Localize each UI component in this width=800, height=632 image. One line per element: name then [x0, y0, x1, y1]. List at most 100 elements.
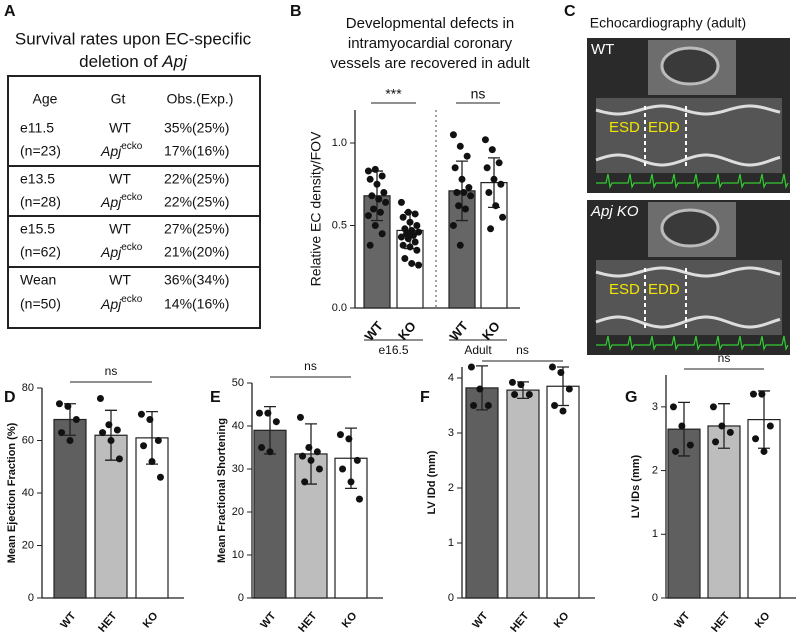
data-point — [718, 422, 726, 430]
x-tick-label: WT — [58, 610, 78, 631]
data-point — [415, 228, 423, 236]
ecg — [596, 173, 789, 189]
data-point — [481, 136, 489, 144]
charts: 0.0 0.5 1.0 Relative EC density/FOV WT KO WT KO… — [6, 15, 796, 632]
bar — [465, 387, 499, 599]
chart-title: intramyocardial coronary — [348, 35, 513, 52]
data-point — [339, 465, 347, 473]
data-point — [115, 455, 123, 463]
data-point — [375, 195, 383, 203]
data-point — [686, 441, 694, 449]
age: Wean — [20, 272, 56, 288]
panel-label: E — [210, 389, 221, 406]
y-tick-label: 40 — [22, 487, 34, 499]
sig-label: ns — [105, 364, 118, 378]
data-point — [404, 235, 412, 243]
data-point — [96, 395, 104, 402]
data-point — [382, 198, 390, 206]
data-point — [107, 437, 115, 444]
data-point — [465, 184, 473, 192]
data-point — [368, 192, 376, 200]
data-point — [99, 429, 107, 437]
data-point — [548, 363, 556, 371]
data-point — [559, 407, 567, 415]
y-tick-label: 40 — [232, 420, 244, 432]
data-point — [264, 409, 272, 417]
echo-wall — [595, 153, 781, 167]
data-point — [678, 422, 686, 430]
sig-label: ns — [304, 359, 317, 373]
y-tick-label: 0 — [448, 592, 454, 604]
data-point — [315, 465, 323, 473]
y-axis-label: LV IDs (mm) — [630, 454, 642, 518]
data-point — [517, 381, 525, 389]
x-tick-label: KO — [141, 610, 161, 631]
data-point — [399, 241, 407, 249]
data-point — [305, 444, 313, 451]
data-point — [460, 189, 468, 196]
data-point — [373, 180, 381, 188]
x-tick-label: HET — [96, 610, 120, 632]
y-tick-label: 0 — [28, 592, 34, 604]
bar — [94, 434, 128, 599]
data-point — [353, 456, 361, 464]
gene: Apj — [100, 143, 122, 159]
data-point — [366, 175, 374, 183]
data-point — [467, 363, 475, 371]
data-point — [760, 447, 768, 455]
panel-label: C — [564, 3, 576, 20]
observed: 21%(20%) — [164, 244, 229, 260]
x-tick-label: WT — [672, 610, 692, 631]
x-tick-label: HET — [296, 610, 320, 632]
data-point — [413, 246, 421, 254]
data-point — [355, 495, 363, 503]
echo-wall — [595, 104, 781, 116]
observed: 36%(34%) — [164, 272, 229, 288]
x-tick-label: HET — [508, 610, 532, 632]
y-tick-label: 0 — [652, 592, 658, 604]
x-tick-label: KO — [552, 610, 572, 631]
genotype: WT — [109, 120, 131, 136]
echo-heart — [660, 46, 720, 86]
superscript: ecko — [121, 242, 143, 253]
y-tick-label: 0 — [238, 592, 244, 604]
table-header: Age — [33, 91, 58, 107]
sig-label: ns — [516, 343, 529, 357]
data-point — [409, 231, 417, 239]
data-point — [449, 222, 457, 229]
y-tick-label: 1 — [448, 537, 454, 549]
data-point — [401, 255, 409, 262]
age: e11.5 — [20, 120, 54, 136]
y-tick-label: 3 — [448, 427, 454, 439]
data-point — [749, 390, 757, 398]
data-point — [490, 175, 498, 183]
data-point — [463, 152, 471, 160]
data-point — [669, 403, 677, 411]
data-point — [461, 205, 469, 213]
panel-label: A — [4, 3, 16, 20]
data-point — [413, 222, 421, 229]
data-point — [258, 444, 266, 451]
data-point — [397, 233, 405, 241]
ecg — [596, 335, 789, 351]
y-tick-label: 3 — [652, 401, 658, 413]
data-point — [406, 243, 414, 251]
genotype: Apjecko — [100, 294, 143, 312]
y-axis-label: Mean Fractional Shortening — [216, 418, 228, 563]
data-point — [347, 478, 355, 486]
data-point — [709, 403, 717, 411]
table-header: Gt — [111, 91, 126, 107]
echo-marker: ESD — [609, 119, 640, 136]
data-point — [758, 390, 766, 398]
genotype: Apjecko — [100, 192, 143, 210]
data-point — [499, 213, 507, 221]
echo-marker: EDD — [648, 119, 680, 136]
data-point — [364, 167, 372, 175]
observed: 14%(16%) — [164, 296, 229, 312]
table-box — [7, 75, 261, 329]
table-title: deletion of Apj — [79, 52, 188, 71]
x-tick-label: KO — [753, 610, 773, 631]
data-point — [458, 175, 466, 183]
y-tick-label: 80 — [22, 382, 34, 394]
y-tick-label: 1.0 — [332, 137, 347, 149]
